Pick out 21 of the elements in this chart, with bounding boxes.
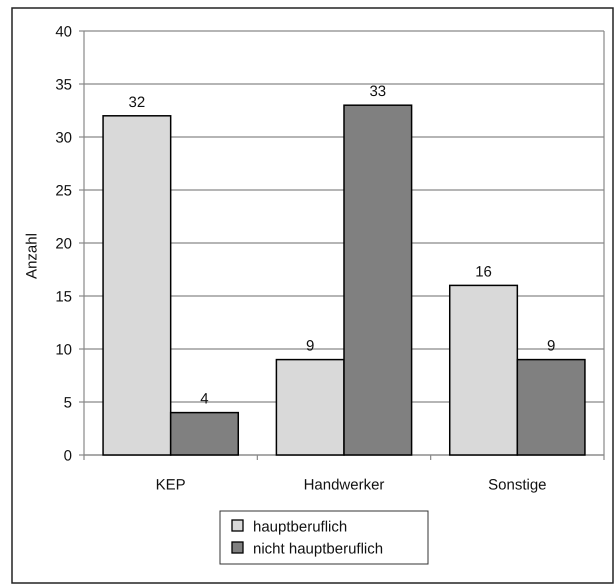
- x-tick-label: KEP: [156, 476, 186, 494]
- data-label: 33: [369, 83, 386, 100]
- y-tick-label: 30: [55, 129, 72, 146]
- y-tick-label: 40: [55, 23, 72, 40]
- y-axis-title: Anzahl: [23, 233, 40, 279]
- y-tick-label: 20: [55, 235, 72, 252]
- y-tick-label: 25: [55, 182, 72, 200]
- y-tick-label: 5: [64, 394, 72, 412]
- y-tick-label: 35: [55, 76, 72, 94]
- data-label: 32: [128, 94, 146, 111]
- y-tick-label: 15: [55, 288, 72, 306]
- legend-label: hauptberuflich: [253, 518, 348, 536]
- x-tick-label: Sonstige: [488, 476, 547, 494]
- data-label: 9: [306, 338, 314, 355]
- legend-label: nicht hauptberuflich: [253, 540, 384, 558]
- y-tick-label: 10: [55, 341, 72, 358]
- data-label: 9: [546, 338, 556, 355]
- data-label: 4: [200, 390, 209, 408]
- data-label: 16: [475, 263, 492, 280]
- x-tick-label: Handwerker: [304, 476, 384, 494]
- y-tick-label: 0: [64, 447, 72, 464]
